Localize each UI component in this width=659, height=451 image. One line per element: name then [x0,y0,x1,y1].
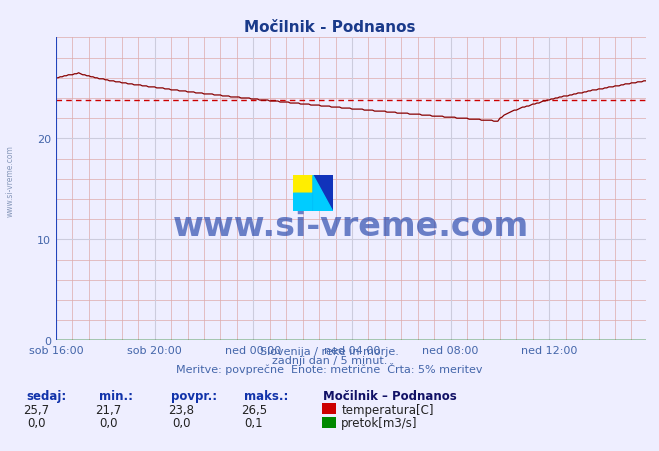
Text: 26,5: 26,5 [241,403,267,416]
Text: maks.:: maks.: [244,389,288,402]
Polygon shape [293,176,313,194]
Text: www.si-vreme.com: www.si-vreme.com [173,209,529,242]
Polygon shape [293,176,313,194]
Text: 0,0: 0,0 [172,416,190,429]
Text: pretok[m3/s]: pretok[m3/s] [341,416,418,429]
Polygon shape [293,194,313,212]
Text: 21,7: 21,7 [96,403,122,416]
Polygon shape [313,176,333,212]
Text: Močilnik - Podnanos: Močilnik - Podnanos [244,20,415,35]
Text: www.si-vreme.com: www.si-vreme.com [5,144,14,216]
Text: povpr.:: povpr.: [171,389,217,402]
Text: sedaj:: sedaj: [26,389,67,402]
Text: zadnji dan / 5 minut.: zadnji dan / 5 minut. [272,355,387,365]
Polygon shape [293,194,313,212]
Text: min.:: min.: [99,389,133,402]
Text: 0,0: 0,0 [100,416,118,429]
Text: Močilnik – Podnanos: Močilnik – Podnanos [323,389,457,402]
Text: Meritve: povprečne  Enote: metrične  Črta: 5% meritev: Meritve: povprečne Enote: metrične Črta:… [176,362,483,374]
Text: 23,8: 23,8 [168,403,194,416]
Polygon shape [313,176,333,212]
Text: 0,1: 0,1 [244,416,263,429]
Text: Slovenija / reke in morje.: Slovenija / reke in morje. [260,346,399,356]
Text: temperatura[C]: temperatura[C] [341,403,434,416]
Text: 25,7: 25,7 [23,403,49,416]
Text: 0,0: 0,0 [27,416,45,429]
